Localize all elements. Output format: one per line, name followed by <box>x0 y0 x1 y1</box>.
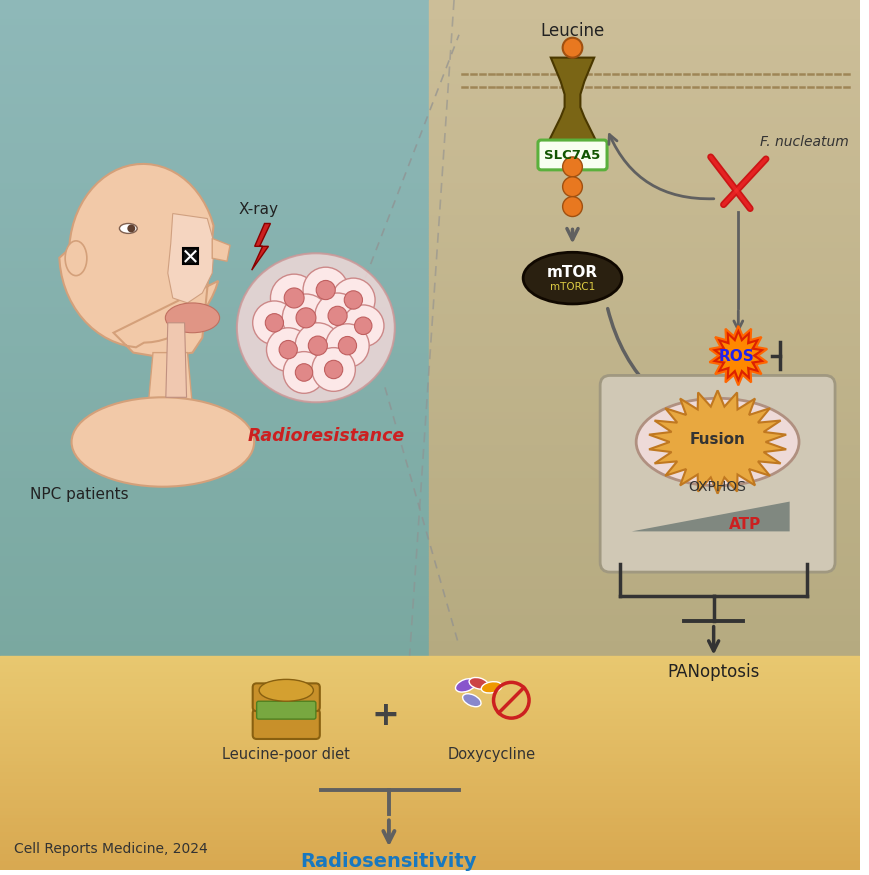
Ellipse shape <box>522 252 621 304</box>
Circle shape <box>344 290 362 309</box>
Polygon shape <box>251 223 270 270</box>
Circle shape <box>338 337 356 355</box>
FancyBboxPatch shape <box>537 140 607 170</box>
Circle shape <box>295 308 315 328</box>
Text: OXPHOS: OXPHOS <box>688 480 746 494</box>
Polygon shape <box>631 501 789 531</box>
Text: ROS: ROS <box>718 349 753 364</box>
Text: Leucine-poor diet: Leucine-poor diet <box>222 747 350 762</box>
Circle shape <box>312 347 355 391</box>
Circle shape <box>562 197 581 216</box>
Circle shape <box>308 336 327 355</box>
Circle shape <box>295 364 312 382</box>
Circle shape <box>331 278 375 322</box>
Polygon shape <box>212 238 229 262</box>
FancyBboxPatch shape <box>600 375 834 572</box>
Text: PANoptosis: PANoptosis <box>667 663 759 682</box>
Circle shape <box>270 274 317 322</box>
Circle shape <box>284 288 304 308</box>
Polygon shape <box>648 390 786 493</box>
Text: SLC7A5: SLC7A5 <box>544 150 600 163</box>
Polygon shape <box>716 333 759 377</box>
Text: ATP: ATP <box>728 517 760 532</box>
FancyBboxPatch shape <box>256 701 315 719</box>
Text: NPC patients: NPC patients <box>30 487 128 501</box>
Circle shape <box>328 306 347 326</box>
Text: Cell Reports Medicine, 2024: Cell Reports Medicine, 2024 <box>14 842 208 856</box>
Circle shape <box>325 324 368 368</box>
Text: F. nucleatum: F. nucleatum <box>760 135 848 149</box>
Polygon shape <box>708 326 766 385</box>
Ellipse shape <box>119 223 137 234</box>
Circle shape <box>302 267 348 313</box>
Ellipse shape <box>71 397 254 486</box>
Circle shape <box>295 323 340 368</box>
Polygon shape <box>548 58 595 141</box>
Polygon shape <box>166 323 186 397</box>
Text: Doxycycline: Doxycycline <box>447 747 535 762</box>
Ellipse shape <box>635 398 798 486</box>
Circle shape <box>266 328 309 372</box>
Text: mTOR: mTOR <box>547 264 597 280</box>
FancyArrowPatch shape <box>608 135 713 199</box>
Polygon shape <box>148 353 192 407</box>
Ellipse shape <box>165 303 219 332</box>
Ellipse shape <box>462 694 481 707</box>
Text: mTORC1: mTORC1 <box>549 282 594 292</box>
FancyBboxPatch shape <box>252 683 320 711</box>
FancyBboxPatch shape <box>182 248 198 264</box>
Circle shape <box>355 317 372 334</box>
Circle shape <box>279 340 297 359</box>
Circle shape <box>324 360 342 379</box>
Text: +: + <box>370 698 398 731</box>
Circle shape <box>127 225 135 233</box>
Text: X-ray: X-ray <box>238 201 278 216</box>
Circle shape <box>562 38 581 58</box>
Text: Leucine: Leucine <box>540 22 604 40</box>
Ellipse shape <box>236 253 395 402</box>
Circle shape <box>315 293 360 339</box>
Ellipse shape <box>259 679 313 701</box>
Polygon shape <box>59 164 218 358</box>
Ellipse shape <box>468 677 488 690</box>
FancyBboxPatch shape <box>252 709 320 739</box>
Text: Radiosensitivity: Radiosensitivity <box>301 852 476 872</box>
Ellipse shape <box>455 679 475 692</box>
Circle shape <box>265 313 283 332</box>
Circle shape <box>282 294 329 341</box>
Ellipse shape <box>65 241 87 276</box>
Polygon shape <box>168 214 214 303</box>
Circle shape <box>315 280 335 299</box>
Circle shape <box>342 304 383 347</box>
Circle shape <box>283 352 324 394</box>
Circle shape <box>252 301 295 345</box>
Text: Fusion: Fusion <box>689 431 745 446</box>
Ellipse shape <box>481 682 501 693</box>
Circle shape <box>562 157 581 177</box>
Circle shape <box>562 177 581 197</box>
Text: Radioresistance: Radioresistance <box>247 427 404 445</box>
